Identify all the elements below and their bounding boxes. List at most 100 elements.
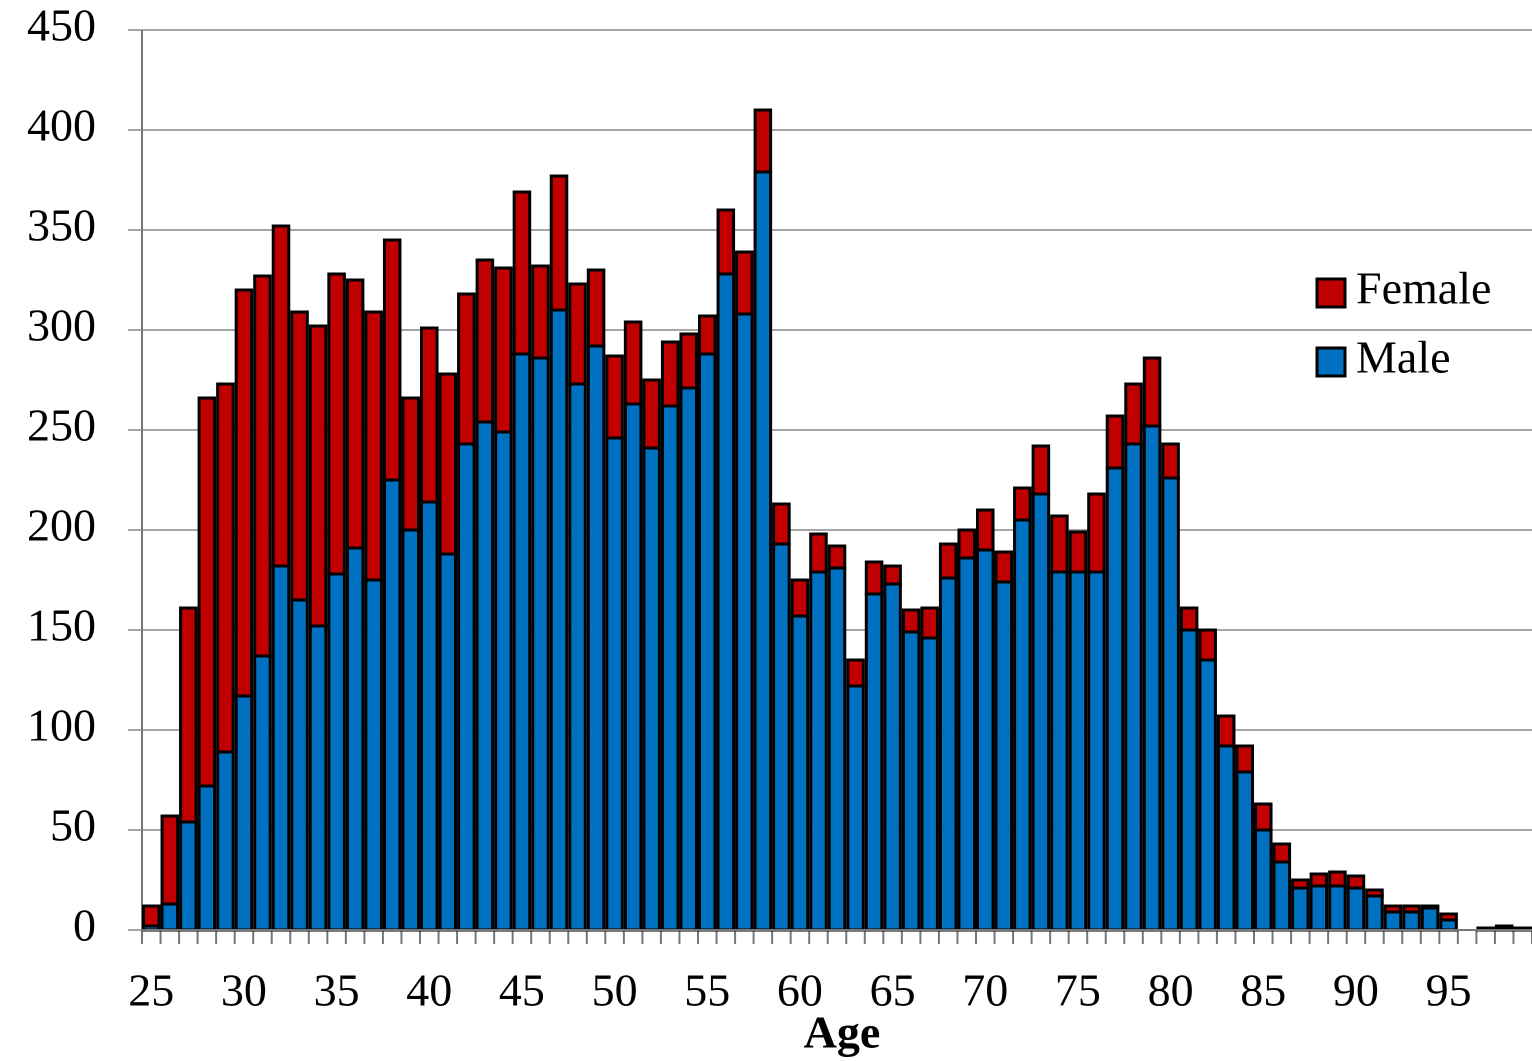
- bar-segment: [716, 208, 736, 276]
- bar-segment: [994, 550, 1014, 584]
- bar-segment: [1309, 872, 1329, 888]
- bar-segment: [901, 608, 921, 634]
- bar-segment: [1365, 894, 1384, 932]
- bar-segment: [1105, 466, 1125, 932]
- bar-segment: [938, 576, 958, 932]
- bar-segment: [976, 548, 995, 932]
- bar-segment: [1235, 770, 1255, 932]
- x-tick-label: 45: [499, 965, 545, 1016]
- bar-segment: [475, 420, 495, 932]
- bar-segment: [1087, 492, 1106, 574]
- x-tick-label: 90: [1333, 965, 1379, 1016]
- bar-segment: [809, 532, 828, 574]
- bar-segment: [623, 320, 643, 406]
- bar-segment: [1291, 878, 1310, 890]
- bar-segment: [438, 552, 458, 932]
- bar-segment: [1272, 842, 1292, 864]
- bar-segment: [586, 268, 606, 348]
- bar-segment: [1328, 884, 1347, 932]
- bar-segment: [1402, 904, 1421, 914]
- bar-segment: [976, 508, 995, 552]
- bar-segment: [1291, 886, 1310, 932]
- y-tick-label: 250: [27, 400, 96, 451]
- bar-segment: [586, 344, 606, 932]
- bar-segment: [1142, 356, 1162, 428]
- y-tick-label: 300: [27, 300, 96, 351]
- bar-segment: [531, 264, 550, 360]
- bar-segment: [1346, 886, 1366, 932]
- bar-segment: [382, 478, 402, 932]
- bar-segment: [698, 352, 717, 932]
- bar-segment: [197, 396, 217, 788]
- x-axis-label: Age: [804, 1007, 881, 1058]
- bar-segment: [457, 292, 476, 446]
- bar-segment: [216, 382, 235, 754]
- bar-segment: [1383, 910, 1403, 932]
- bar-segment: [1031, 444, 1051, 496]
- bar-segment: [327, 572, 346, 932]
- bar-segment: [605, 354, 624, 440]
- bar-segment: [1402, 910, 1421, 932]
- x-tick-label: 70: [962, 965, 1008, 1016]
- bar-segment: [1179, 606, 1199, 632]
- bar-segment: [735, 250, 754, 316]
- bar-segment: [716, 272, 736, 932]
- bar-segment: [605, 436, 624, 932]
- bar-segment: [1216, 744, 1236, 932]
- bar-segment: [883, 582, 902, 932]
- x-tick-label: 65: [870, 965, 916, 1016]
- bar-segment: [1142, 424, 1162, 932]
- x-tick-label: 30: [221, 965, 267, 1016]
- bar-segment: [957, 528, 977, 560]
- bar-segment: [290, 310, 309, 602]
- bar-segment: [549, 308, 569, 932]
- bar-segment: [1050, 570, 1069, 932]
- bar-segment: [1420, 906, 1440, 932]
- bar-segment: [994, 580, 1014, 932]
- bar-segment: [216, 750, 235, 932]
- bar-segment: [308, 624, 328, 932]
- bar-segment: [457, 442, 476, 932]
- legend-swatch: [1315, 277, 1347, 309]
- bar-segment: [753, 108, 773, 174]
- bar-segment: [512, 190, 532, 356]
- bar-segment: [1031, 492, 1051, 932]
- bar-segment: [1328, 870, 1347, 888]
- bar-segment: [883, 564, 902, 586]
- bar-segment: [679, 332, 699, 390]
- bar-segment: [735, 312, 754, 932]
- bar-segment: [642, 378, 661, 450]
- bar-segment: [271, 564, 291, 932]
- y-tick-label: 0: [73, 900, 96, 951]
- y-tick-label: 450: [27, 0, 96, 51]
- bar-segment: [494, 430, 513, 932]
- bar-segment: [420, 326, 439, 504]
- bar-segment: [549, 174, 569, 312]
- bar-segment: [160, 814, 180, 906]
- y-tick-label: 50: [50, 800, 96, 851]
- x-tick-label: 55: [684, 965, 730, 1016]
- x-tick-label: 35: [314, 965, 360, 1016]
- x-tick-label: 25: [128, 965, 174, 1016]
- bar-segment: [1161, 476, 1180, 932]
- bar-segment: [1365, 888, 1384, 898]
- bar-segment: [901, 630, 921, 932]
- bar-segment: [753, 170, 773, 932]
- bar-segment: [1216, 714, 1236, 748]
- bar-segment: [512, 352, 532, 932]
- bar-segment: [160, 902, 180, 932]
- x-tick-label: 40: [406, 965, 452, 1016]
- bar-segment: [494, 266, 513, 434]
- bar-segment: [1346, 874, 1366, 890]
- bar-segment: [772, 502, 791, 546]
- x-tick-label: 95: [1426, 965, 1472, 1016]
- bar-segment: [1068, 570, 1088, 932]
- y-tick-label: 100: [27, 700, 96, 751]
- bar-segment: [1013, 486, 1032, 522]
- bar-segment: [1235, 744, 1255, 774]
- bar-segment: [790, 578, 810, 618]
- bar-segment: [1439, 912, 1458, 922]
- bar-segment: [660, 404, 680, 932]
- bar-segment: [1179, 628, 1199, 932]
